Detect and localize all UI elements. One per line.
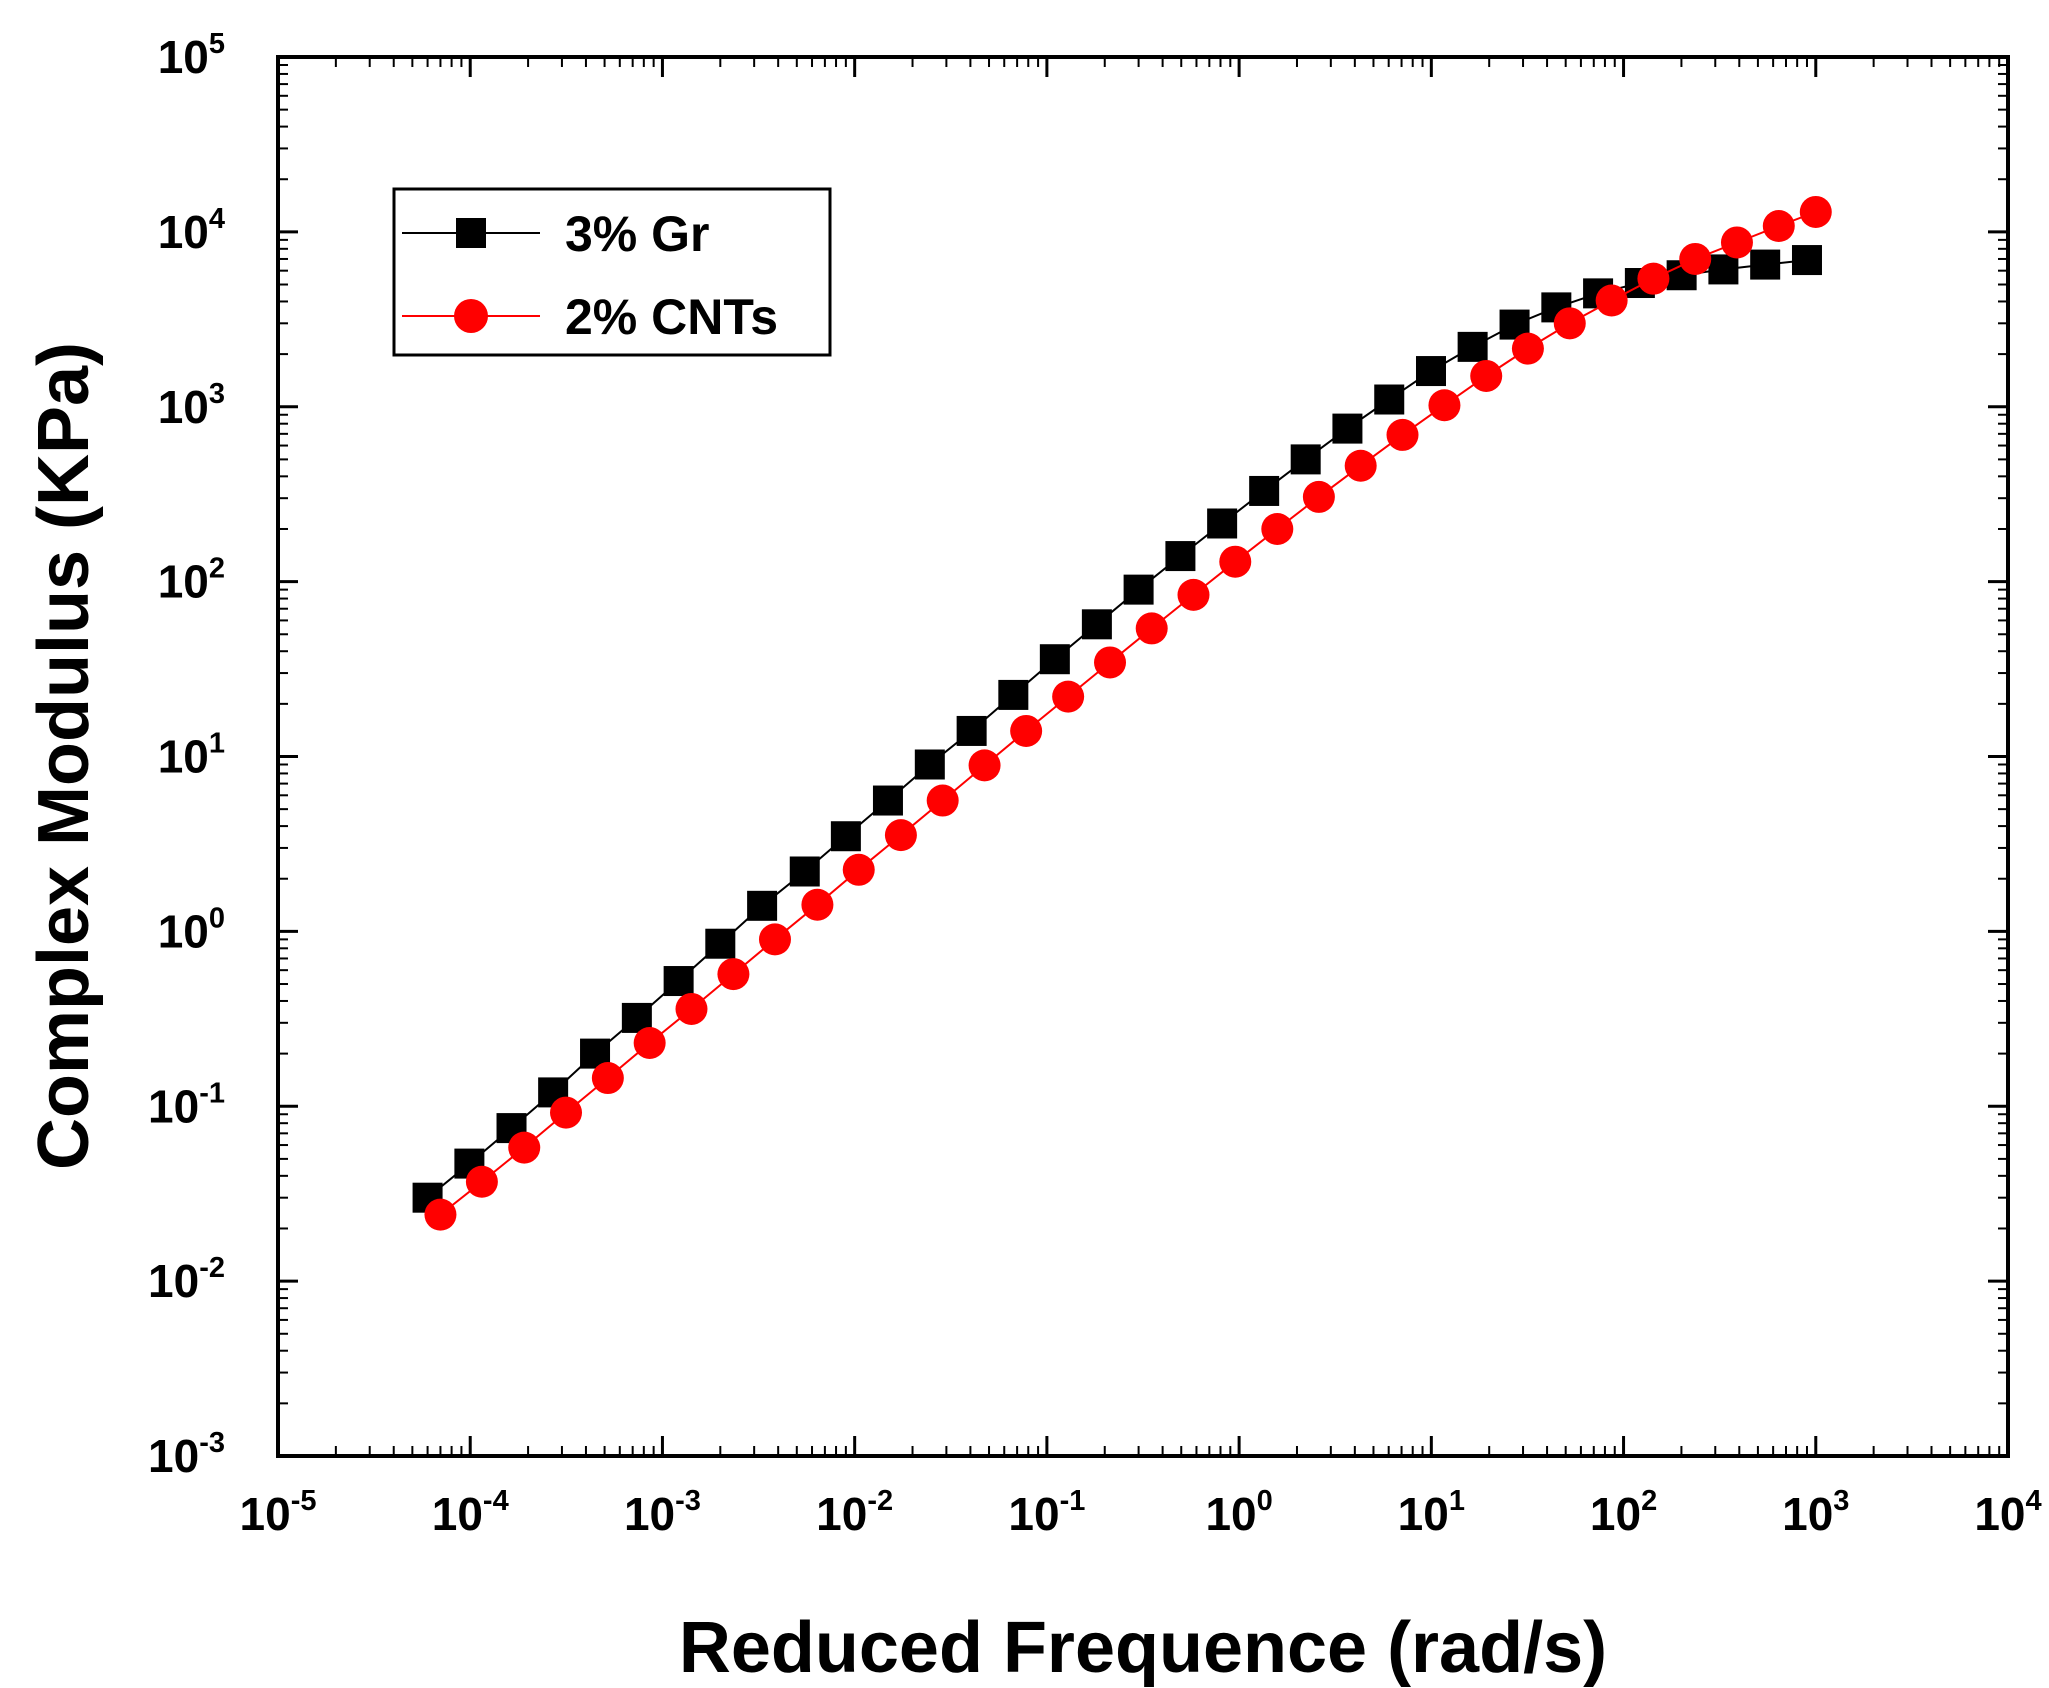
data-point-cnts — [884, 819, 917, 852]
plot-frame — [276, 55, 2010, 1458]
data-point-gr — [705, 928, 736, 959]
data-point-cnts — [801, 888, 834, 921]
y-tick-label: 105 — [158, 28, 225, 83]
data-point-cnts — [1720, 226, 1753, 259]
data-point-cnts — [1344, 449, 1377, 482]
data-point-cnts — [1799, 195, 1832, 228]
data-point-cnts — [1386, 418, 1419, 451]
legend-marker-gr — [456, 218, 486, 248]
data-point-gr — [1791, 245, 1822, 276]
data-point-gr — [914, 749, 945, 780]
data-point-gr — [1039, 644, 1070, 675]
data-point-cnts — [675, 992, 708, 1025]
legend-label-gr: 3% Gr — [565, 206, 710, 262]
data-point-cnts — [926, 784, 959, 817]
data-point-cnts — [1470, 359, 1503, 392]
data-point-cnts — [508, 1131, 541, 1164]
data-point-cnts — [633, 1026, 666, 1059]
data-point-cnts — [1177, 578, 1210, 611]
y-tick-label: 102 — [158, 553, 225, 608]
data-point-gr — [747, 890, 778, 921]
data-point-cnts — [1511, 332, 1544, 365]
series-line — [426, 259, 1808, 1199]
data-point-cnts — [842, 853, 875, 886]
data-point-cnts — [1302, 480, 1335, 513]
series-cnts — [424, 195, 1832, 1231]
data-point-gr — [1332, 413, 1363, 444]
data-point-cnts — [1553, 307, 1586, 340]
x-tick-label: 104 — [1974, 1485, 2041, 1540]
x-tick-label: 10-1 — [1008, 1485, 1085, 1540]
data-point-cnts — [591, 1062, 624, 1095]
x-tick-label: 102 — [1590, 1485, 1657, 1540]
data-point-gr — [1457, 331, 1488, 362]
data-point-gr — [1415, 356, 1446, 387]
series-gr — [412, 245, 1822, 1213]
y-tick-label: 100 — [158, 902, 225, 957]
data-point-cnts — [1052, 680, 1085, 713]
y-tick-label: 103 — [158, 378, 225, 433]
data-point-cnts — [424, 1198, 457, 1231]
legend-label-cnts: 2% CNTs — [565, 289, 778, 345]
data-point-gr — [956, 715, 987, 746]
series-layer — [412, 195, 1832, 1231]
data-point-gr — [1123, 574, 1154, 605]
data-point-cnts — [1010, 714, 1043, 747]
data-point-cnts — [1595, 284, 1628, 317]
data-point-cnts — [550, 1096, 583, 1129]
y-tick-labels: 10-3 10-2 10-1 100 101 102 103 104 105 — [148, 28, 225, 1482]
series-line — [439, 210, 1817, 1216]
data-point-gr — [1374, 384, 1405, 415]
data-point-cnts — [717, 958, 750, 991]
data-point-gr — [1081, 609, 1112, 640]
data-point-cnts — [968, 749, 1001, 782]
x-tick-label: 100 — [1205, 1485, 1272, 1540]
data-point-cnts — [1762, 210, 1795, 243]
y-tick-label: 10-2 — [148, 1252, 225, 1307]
data-point-gr — [1708, 254, 1739, 285]
data-point-gr — [998, 679, 1029, 710]
x-tick-label: 103 — [1782, 1485, 1849, 1540]
y-axis-title: Complex Modulus (KPa) — [24, 342, 104, 1170]
y-tick-label: 10-1 — [148, 1077, 225, 1132]
data-point-cnts — [758, 923, 791, 956]
data-point-cnts — [1094, 646, 1127, 679]
data-point-gr — [1207, 508, 1238, 539]
data-point-gr — [1165, 541, 1196, 572]
legend: 3% Gr 2% CNTs — [392, 187, 832, 357]
x-tick-label: 101 — [1398, 1485, 1465, 1540]
data-point-gr — [1290, 444, 1321, 475]
data-point-gr — [789, 856, 820, 887]
data-point-gr — [1249, 475, 1280, 506]
data-point-cnts — [1679, 242, 1712, 275]
data-point-gr — [663, 966, 694, 997]
x-tick-label: 10-3 — [624, 1485, 701, 1540]
data-point-gr — [872, 785, 903, 816]
data-point-cnts — [465, 1165, 498, 1198]
data-point-gr — [1750, 249, 1781, 280]
y-tick-label: 104 — [158, 203, 225, 258]
x-axis-title: Reduced Frequence (rad/s) — [679, 1608, 1607, 1688]
data-point-cnts — [1428, 389, 1461, 422]
y-tick-label: 101 — [158, 728, 225, 783]
data-point-cnts — [1261, 512, 1294, 545]
data-point-gr — [830, 821, 861, 852]
x-tick-label: 10-4 — [432, 1485, 509, 1540]
x-tick-label: 10-2 — [816, 1485, 893, 1540]
legend-marker-cnts — [454, 299, 488, 333]
data-point-cnts — [1135, 612, 1168, 645]
x-tick-labels: 10-5 10-4 10-3 10-2 10-1 100 101 102 103 104 — [240, 1485, 2042, 1540]
data-point-cnts — [1637, 262, 1670, 295]
y-tick-label: 10-3 — [148, 1427, 225, 1482]
data-point-cnts — [1219, 545, 1252, 578]
x-tick-label: 10-5 — [240, 1485, 317, 1540]
